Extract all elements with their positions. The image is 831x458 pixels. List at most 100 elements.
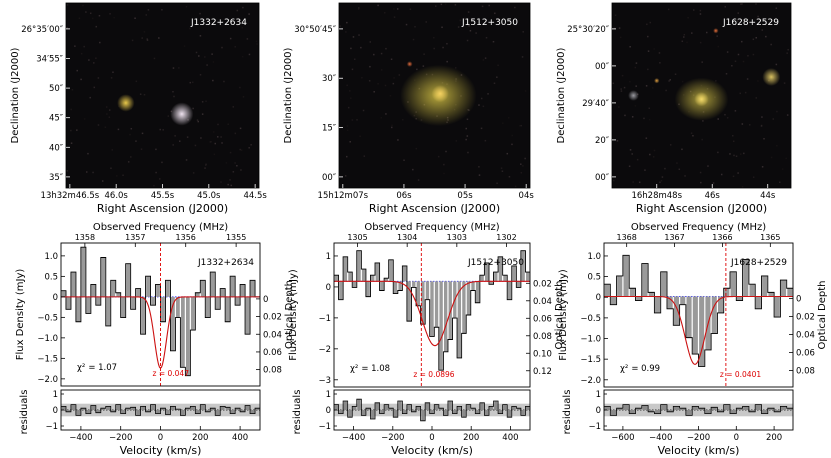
residual-channel [250, 410, 255, 414]
sky-noise [480, 97, 483, 100]
galaxy-source [694, 92, 709, 107]
sky-noise [239, 127, 242, 130]
sky-noise [369, 41, 372, 43]
sky-noise [737, 172, 739, 174]
sky-noise [485, 36, 488, 39]
sky-noise [227, 123, 229, 126]
flux-tick-label: −3 [318, 376, 331, 386]
chi-squared-symbol: χ² [620, 364, 628, 374]
spectrum-channel [61, 290, 66, 297]
sky-noise [433, 47, 435, 50]
sky-noise [783, 82, 786, 84]
spectrum-channel [334, 275, 338, 282]
sky-noise [201, 113, 204, 115]
sky-noise [747, 55, 749, 57]
sky-noise [147, 9, 150, 11]
frequency-tick-label: 1365 [760, 233, 780, 242]
frequency-tick-label: 1355 [226, 233, 246, 242]
spectrum-line [334, 250, 530, 371]
spectrum-channel [636, 296, 642, 301]
sky-noise [221, 46, 223, 49]
sky-noise [197, 120, 200, 123]
sky-noise [508, 175, 511, 178]
sky-noise [761, 116, 763, 118]
sky-noise [524, 157, 526, 160]
sky-noise [645, 137, 648, 139]
sky-noise [345, 155, 348, 158]
ra-tick-label: 13h32m46.5s [41, 191, 100, 201]
ra-axis-label: Right Ascension (J2000) [636, 202, 767, 215]
spectrum-channel [475, 281, 480, 303]
sky-noise [446, 42, 448, 45]
spectrum-channel [425, 281, 430, 300]
spectrum-channel [343, 256, 348, 282]
spectrum-source-label: J1332+2634 [197, 258, 254, 268]
sky-noise [732, 140, 735, 143]
sky-noise [351, 119, 354, 121]
galaxy-source [117, 94, 135, 112]
residual-channel [161, 408, 165, 410]
spectrum-channel [116, 292, 121, 297]
sky-noise [389, 94, 392, 97]
sky-noise [502, 122, 504, 124]
sky-noise [481, 5, 484, 8]
sky-noise [443, 172, 445, 175]
spectrum-channel [755, 296, 761, 309]
spectrum-channel [121, 296, 126, 318]
flux-tick-label: 0 [596, 293, 601, 303]
sky-noise [92, 171, 94, 174]
spectrum-channel [366, 281, 370, 297]
sky-noise [212, 61, 215, 63]
sky-noise [143, 31, 146, 33]
sky-noise [737, 53, 740, 56]
sky-noise [496, 182, 498, 185]
spectrum-channel [617, 275, 623, 297]
velocity-tick-label: 200 [463, 433, 479, 443]
residual-channel [375, 402, 379, 410]
sky-noise [99, 41, 101, 44]
residual-channel [686, 410, 692, 416]
sky-noise [755, 36, 758, 39]
residual-y-tick-label: 0 [326, 406, 331, 416]
sky-noise [241, 26, 244, 29]
spectrum-channel [131, 296, 136, 310]
residual-channel [176, 409, 180, 410]
sky-noise [443, 163, 445, 166]
spectrum-channel [407, 281, 411, 322]
residual-channel [636, 408, 642, 410]
sky-noise [210, 140, 212, 143]
flux-tick-label: −0.5 [580, 314, 601, 324]
sky-noise [702, 120, 704, 122]
sky-noise [514, 6, 516, 9]
sky-image: J1512+3050 15h12m07s 06s 05s 04s 30°50′45″ 30″… [283, 2, 534, 215]
sky-noise [234, 46, 236, 48]
sky-noise [741, 3, 743, 5]
sky-noise [351, 68, 354, 71]
sky-noise [108, 116, 111, 118]
chi-squared-symbol: χ² [350, 364, 358, 374]
optical-depth-tick-label: 0.10 [533, 349, 552, 359]
sky-noise [519, 125, 521, 127]
sky-noise [652, 156, 655, 158]
flux-tick-label: 0 [326, 283, 331, 293]
spectrum-channel [66, 296, 71, 310]
velocity-tick-label: −200 [687, 433, 710, 443]
sky-noise [496, 76, 498, 78]
flux-axis-label: Flux Density (mJy) [558, 269, 569, 361]
frequency-axis-label: Observed Frequency (MHz) [364, 222, 499, 233]
sky-noise [385, 113, 387, 115]
spectrum-channel [498, 256, 503, 282]
sky-noise [412, 38, 415, 41]
sky-noise [776, 144, 778, 147]
sky-noise [246, 38, 249, 40]
residual-channel [642, 405, 648, 410]
spectrum-channel [393, 281, 398, 294]
residual-channel [190, 406, 195, 410]
residual-channel [343, 401, 348, 410]
sky-noise [239, 148, 241, 151]
sky-noise [347, 106, 350, 109]
spectrum-channel [195, 292, 200, 297]
sky-noise [712, 182, 715, 184]
sky-noise [494, 12, 496, 15]
sky-noise [734, 60, 737, 63]
